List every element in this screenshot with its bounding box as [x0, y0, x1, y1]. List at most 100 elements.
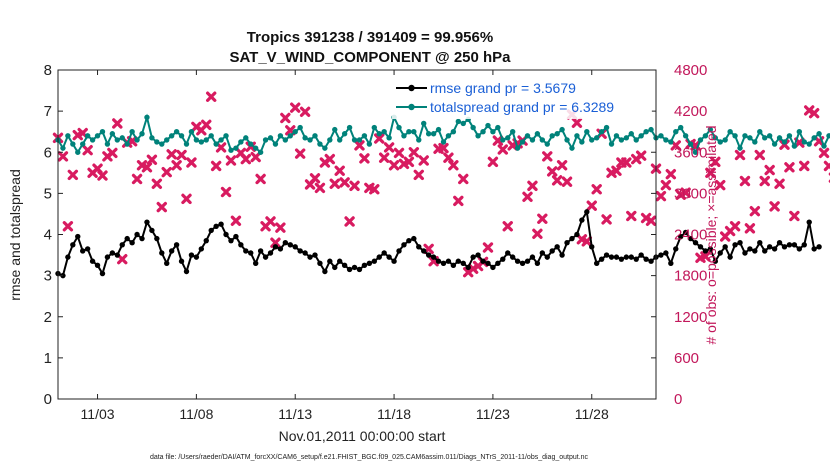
- rmse-point: [84, 246, 91, 252]
- rmse-point: [386, 254, 392, 260]
- rmse-point: [524, 258, 531, 264]
- spread-point: [608, 141, 615, 147]
- y-axis-label: rmse and totalspread: [7, 169, 23, 301]
- spread-point: [786, 133, 793, 139]
- spread-point: [826, 133, 830, 139]
- spread-point: [297, 124, 303, 131]
- rmse-point: [307, 254, 313, 260]
- rmse-point: [277, 246, 284, 252]
- spread-point: [351, 137, 358, 143]
- spread-point: [811, 135, 817, 141]
- spread-point: [327, 137, 333, 143]
- obs-assimilated-marker: [349, 180, 360, 192]
- y-right-tick-label: 3000: [674, 185, 707, 202]
- spread-point: [119, 135, 125, 141]
- rmse-point: [589, 244, 595, 250]
- chart-title: Tropics 391238 / 391409 = 99.956%: [247, 29, 493, 46]
- spread-point: [668, 139, 674, 145]
- obs-assimilated-marker: [344, 216, 355, 227]
- rmse-point: [262, 254, 269, 260]
- rmse-point: [272, 244, 279, 250]
- x-tick-label: 11/18: [377, 406, 411, 422]
- spread-point: [322, 145, 328, 151]
- spread-point: [183, 141, 190, 147]
- rmse-point: [80, 248, 86, 254]
- obs-assimilated-marker: [67, 169, 79, 181]
- obs-assimilated-marker: [280, 112, 291, 124]
- axis-layer: 0 1 2 3 4 5 6 7 8 0 600 1200 1800 2400 3000 3600 4200 480…: [44, 62, 708, 422]
- rmse-point: [643, 256, 649, 262]
- rmse-point: [70, 242, 76, 248]
- rmse-point: [816, 244, 822, 250]
- spread-point: [480, 128, 486, 135]
- spread-point: [144, 114, 150, 120]
- y-tick-label: 0: [44, 391, 52, 408]
- spread-point: [99, 128, 106, 135]
- y-right-tick-label: 1800: [674, 268, 707, 285]
- spread-point: [272, 141, 279, 147]
- rmse-point: [687, 235, 694, 242]
- rmse-point: [574, 231, 580, 238]
- spread-point: [742, 133, 748, 139]
- rmse-point: [603, 252, 610, 258]
- obs-assimilated-marker: [359, 153, 370, 164]
- obs-assimilated-marker: [769, 201, 780, 212]
- rmse-point: [747, 246, 753, 252]
- obs-assimilated-marker: [112, 118, 123, 129]
- spread-point: [722, 137, 728, 143]
- obs-assimilated-marker: [823, 160, 830, 172]
- spread-point: [416, 137, 422, 143]
- obs-assimilated-marker: [62, 221, 74, 232]
- rmse-point: [762, 248, 768, 254]
- spread-point: [445, 133, 452, 139]
- rmse-point: [742, 250, 748, 256]
- x-axis-label: Nov.01,2011 00:00:00 start: [279, 428, 446, 444]
- rmse-point: [514, 258, 521, 264]
- spread-point: [193, 137, 200, 143]
- rmse-point: [633, 256, 639, 262]
- y-right-tick-label: 1200: [674, 309, 707, 326]
- spread-point: [569, 145, 575, 151]
- rmse-point: [168, 248, 175, 254]
- rmse-point: [549, 248, 555, 254]
- spread-point: [366, 141, 373, 147]
- spread-point: [435, 126, 442, 133]
- spread-point: [796, 128, 803, 135]
- rmse-point: [801, 242, 807, 248]
- rmse-point: [252, 260, 259, 266]
- obs-assimilated-marker: [492, 135, 504, 146]
- y-tick-label: 2: [44, 309, 52, 326]
- spread-point: [791, 143, 798, 149]
- plot-area: [58, 70, 656, 399]
- spread-point: [697, 137, 704, 143]
- rmse-point: [752, 248, 758, 254]
- rmse-point: [129, 240, 135, 246]
- plot-layer: [52, 91, 830, 279]
- spread-point: [198, 139, 205, 145]
- rmse-point: [351, 264, 358, 271]
- rmse-point: [213, 223, 219, 229]
- rmse-point: [509, 254, 516, 260]
- rmse-point: [292, 244, 298, 250]
- obs-assimilated-marker: [369, 184, 380, 195]
- spread-point: [307, 137, 313, 143]
- spread-point: [613, 133, 620, 139]
- legend-spread-label: totalspread grand pr = 6.3289: [430, 99, 614, 115]
- rmse-point: [445, 258, 452, 264]
- obs-assimilated-marker: [591, 184, 602, 195]
- spread-point: [75, 149, 81, 155]
- obs-assimilated-marker: [146, 154, 158, 165]
- spread-point: [658, 133, 664, 139]
- obs-assimilated-marker: [131, 173, 143, 185]
- spread-point: [277, 133, 284, 139]
- obs-assimilated-marker: [571, 117, 583, 128]
- obs-assimilated-marker: [299, 106, 311, 118]
- rmse-point: [228, 237, 234, 244]
- obs-assimilated-marker: [171, 160, 182, 171]
- rmse-point: [366, 260, 373, 266]
- rmse-point: [114, 252, 121, 258]
- rmse-point: [188, 252, 195, 258]
- spread-point: [238, 139, 244, 145]
- rmse-point: [435, 258, 442, 264]
- obs-assimilated-marker: [789, 210, 800, 222]
